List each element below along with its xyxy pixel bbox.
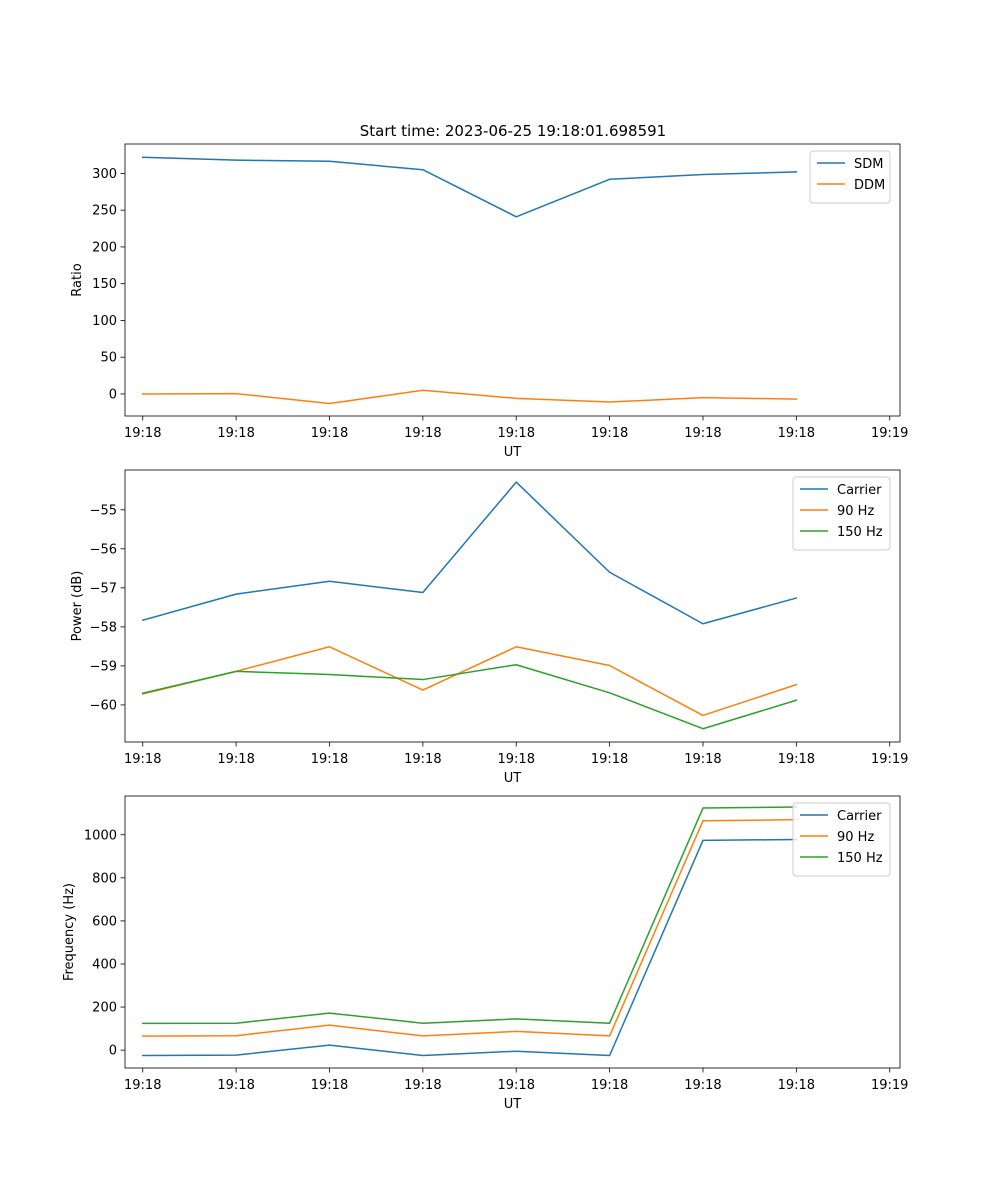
- y-tick-label: −55: [90, 503, 117, 518]
- x-tick-label: 19:18: [684, 752, 721, 767]
- x-tick-label: 19:18: [124, 426, 161, 441]
- x-tick-label: 19:18: [591, 1078, 628, 1093]
- x-tick-label: 19:18: [591, 426, 628, 441]
- figure-title: Start time: 2023-06-25 19:18:01.698591: [360, 122, 666, 140]
- x-axis-label: UT: [504, 445, 522, 460]
- x-tick-label: 19:18: [124, 1078, 161, 1093]
- x-tick-label: 19:18: [778, 1078, 815, 1093]
- x-tick-label: 19:18: [591, 752, 628, 767]
- y-tick-label: −59: [90, 659, 117, 674]
- x-tick-label: 19:19: [871, 426, 908, 441]
- legend-label: 90 Hz: [837, 504, 874, 519]
- charts-container: 19:18 19:18 19:18 19:18 19:18 19:18 19:18 19:18…: [62, 143, 908, 1112]
- x-tick-label: 19:18: [217, 752, 254, 767]
- legend-label: 150 Hz: [837, 525, 883, 540]
- x-tick-label: 19:18: [311, 426, 348, 441]
- y-tick-label: 1000: [84, 828, 117, 843]
- y-tick-label: 400: [92, 957, 117, 972]
- x-tick-label: 19:18: [498, 1078, 535, 1093]
- series-line-150-hz: [141, 806, 798, 1025]
- chart-panel-1: 19:18 19:18 19:18 19:18 19:18 19:18 19:18 19:18…: [70, 143, 908, 460]
- x-tick-label: 19:18: [404, 426, 441, 441]
- legend: Carrier 90 Hz 150 Hz: [792, 802, 891, 877]
- y-tick-label: −58: [90, 620, 117, 635]
- x-tick-label: 19:18: [404, 1078, 441, 1093]
- x-tick-label: 19:18: [404, 752, 441, 767]
- series-line-ddm: [141, 389, 798, 405]
- x-axis-label: UT: [504, 1097, 522, 1112]
- y-tick-label: 300: [92, 167, 117, 182]
- series-line-carrier: [141, 838, 798, 1057]
- legend: Carrier 90 Hz 150 Hz: [792, 476, 891, 551]
- x-tick-label: 19:18: [684, 1078, 721, 1093]
- series-line-carrier: [141, 481, 798, 625]
- x-tick-label: 19:18: [217, 1078, 254, 1093]
- y-tick-label: 200: [92, 240, 117, 255]
- legend-box: [809, 150, 891, 204]
- x-tick-label: 19:18: [498, 752, 535, 767]
- legend-label: 90 Hz: [837, 830, 874, 845]
- legend-label: 150 Hz: [837, 851, 883, 866]
- x-tick-label: 19:18: [498, 426, 535, 441]
- x-tick-label: 19:19: [871, 1078, 908, 1093]
- chart-panel-3: 19:18 19:18 19:18 19:18 19:18 19:18 19:18 19:18…: [62, 795, 908, 1112]
- axes-frame: [124, 795, 901, 1069]
- x-tick-label: 19:18: [778, 752, 815, 767]
- y-axis-label: Frequency (Hz): [62, 883, 77, 981]
- y-axis-label: Ratio: [70, 263, 85, 296]
- legend-label: DDM: [854, 178, 885, 193]
- x-tick-label: 19:18: [778, 426, 815, 441]
- legend: SDM DDM: [809, 150, 891, 204]
- x-tick-label: 19:18: [217, 426, 254, 441]
- y-tick-label: 200: [92, 1001, 117, 1016]
- y-axis-label: Power (dB): [70, 571, 85, 642]
- x-tick-label: 19:18: [311, 1078, 348, 1093]
- legend-label: Carrier: [837, 483, 882, 498]
- y-tick-label: −60: [90, 698, 117, 713]
- y-tick-label: 600: [92, 914, 117, 929]
- chart-panel-2: 19:18 19:18 19:18 19:18 19:18 19:18 19:18 19:18…: [70, 469, 908, 786]
- axes-frame: [124, 143, 901, 417]
- x-tick-label: 19:18: [124, 752, 161, 767]
- axes-frame: [124, 469, 901, 743]
- y-tick-label: 0: [109, 387, 117, 402]
- legend-label: SDM: [854, 157, 883, 172]
- legend-label: Carrier: [837, 809, 882, 824]
- y-tick-label: 250: [92, 204, 117, 219]
- x-axis-label: UT: [504, 771, 522, 786]
- x-tick-label: 19:19: [871, 752, 908, 767]
- x-tick-label: 19:18: [311, 752, 348, 767]
- y-tick-label: −56: [90, 542, 117, 557]
- series-line-sdm: [141, 156, 798, 218]
- y-tick-label: 50: [100, 351, 117, 366]
- y-tick-label: 0: [109, 1044, 117, 1059]
- y-tick-label: 150: [92, 277, 117, 292]
- x-tick-label: 19:18: [684, 426, 721, 441]
- series-line-150-hz: [141, 663, 798, 730]
- series-line-90-hz: [141, 646, 798, 717]
- y-tick-label: −57: [90, 581, 117, 596]
- y-tick-label: 800: [92, 871, 117, 886]
- series-line-90-hz: [141, 818, 798, 1037]
- y-tick-label: 100: [92, 314, 117, 329]
